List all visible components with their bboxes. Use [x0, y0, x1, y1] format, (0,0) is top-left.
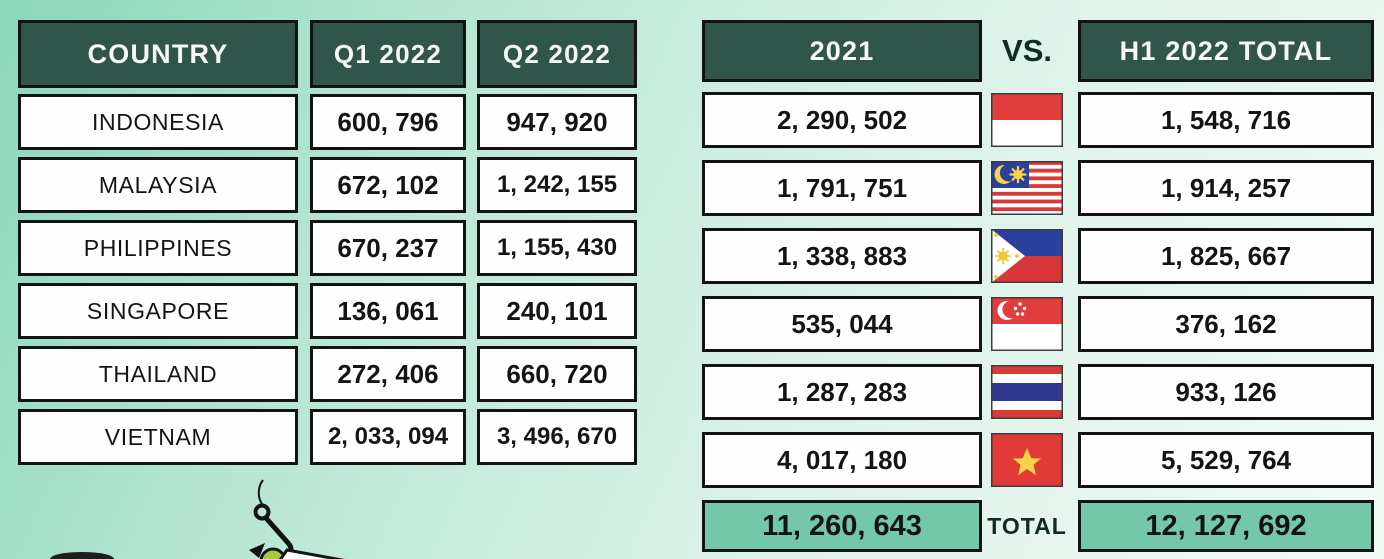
country-column: COUNTRY INDONESIA MALAYSIA PHILIPPINES S…: [18, 20, 298, 472]
q1-value-cell: 272, 406: [310, 346, 466, 402]
y2021-value-cell: 1, 287, 283: [702, 364, 982, 420]
y2021-value-cell: 535, 044: [702, 296, 982, 352]
total-2021-cell: 11, 260, 643: [702, 500, 982, 552]
q1-value-cell: 670, 237: [310, 220, 466, 276]
flag-cell: [988, 296, 1066, 352]
y2021-value-cell: 1, 338, 883: [702, 228, 982, 284]
country-cell: VIETNAM: [18, 409, 298, 465]
flag-cell: [988, 364, 1066, 420]
philippines-flag-icon: [991, 229, 1063, 283]
flag-column: TOTAL: [987, 92, 1067, 552]
country-cell: SINGAPORE: [18, 283, 298, 339]
vietnam-flag-icon: [991, 433, 1063, 487]
q2-value-cell: 240, 101: [477, 283, 637, 339]
q2-2022-header: Q2 2022: [477, 20, 637, 88]
h1-2022-total-column: H1 2022 TOTAL 1, 548, 716 1, 914, 257 1,…: [1078, 20, 1374, 552]
h1-value-cell: 1, 548, 716: [1078, 92, 1374, 148]
country-header: COUNTRY: [18, 20, 298, 88]
indonesia-flag-icon: [991, 93, 1063, 147]
q2-2022-column: Q2 2022 947, 920 1, 242, 155 1, 155, 430…: [477, 20, 637, 472]
flag-cell: [988, 92, 1066, 148]
h1-value-cell: 933, 126: [1078, 364, 1374, 420]
total-h1-cell: 12, 127, 692: [1078, 500, 1374, 552]
country-cell: MALAYSIA: [18, 157, 298, 213]
singapore-flag-icon: [991, 297, 1063, 351]
q2-value-cell: 1, 242, 155: [477, 157, 637, 213]
q1-value-cell: 136, 061: [310, 283, 466, 339]
country-cell: PHILIPPINES: [18, 220, 298, 276]
year-2021-header: 2021: [702, 20, 982, 82]
fish-hook-illustration: [249, 479, 345, 559]
h1-value-cell: 376, 162: [1078, 296, 1374, 352]
flag-cell: [988, 160, 1066, 216]
q2-value-cell: 660, 720: [477, 346, 637, 402]
h1-value-cell: 5, 529, 764: [1078, 432, 1374, 488]
h1-value-cell: 1, 914, 257: [1078, 160, 1374, 216]
y2021-value-cell: 4, 017, 180: [702, 432, 982, 488]
q2-value-cell: 3, 496, 670: [477, 409, 637, 465]
h1-2022-total-header: H1 2022 TOTAL: [1078, 20, 1374, 82]
thailand-flag-icon: [991, 365, 1063, 419]
h1-value-cell: 1, 825, 667: [1078, 228, 1374, 284]
q2-value-cell: 1, 155, 430: [477, 220, 637, 276]
flag-cell: [988, 432, 1066, 488]
partial-illustration-arc: [50, 552, 114, 559]
q1-value-cell: 2, 033, 094: [310, 409, 466, 465]
q1-2022-header: Q1 2022: [310, 20, 466, 88]
y2021-value-cell: 2, 290, 502: [702, 92, 982, 148]
country-cell: THAILAND: [18, 346, 298, 402]
y2021-value-cell: 1, 791, 751: [702, 160, 982, 216]
q1-value-cell: 600, 796: [310, 94, 466, 150]
total-label: TOTAL: [987, 512, 1067, 539]
malaysia-flag-icon: [991, 161, 1063, 215]
vs-label: VS.: [1002, 33, 1052, 68]
flag-cell: [988, 228, 1066, 284]
q2-value-cell: 947, 920: [477, 94, 637, 150]
year-2021-column: 2021 2, 290, 502 1, 791, 751 1, 338, 883…: [702, 20, 982, 552]
q1-2022-column: Q1 2022 600, 796 672, 102 670, 237 136, …: [310, 20, 466, 472]
q1-value-cell: 672, 102: [310, 157, 466, 213]
country-cell: INDONESIA: [18, 94, 298, 150]
